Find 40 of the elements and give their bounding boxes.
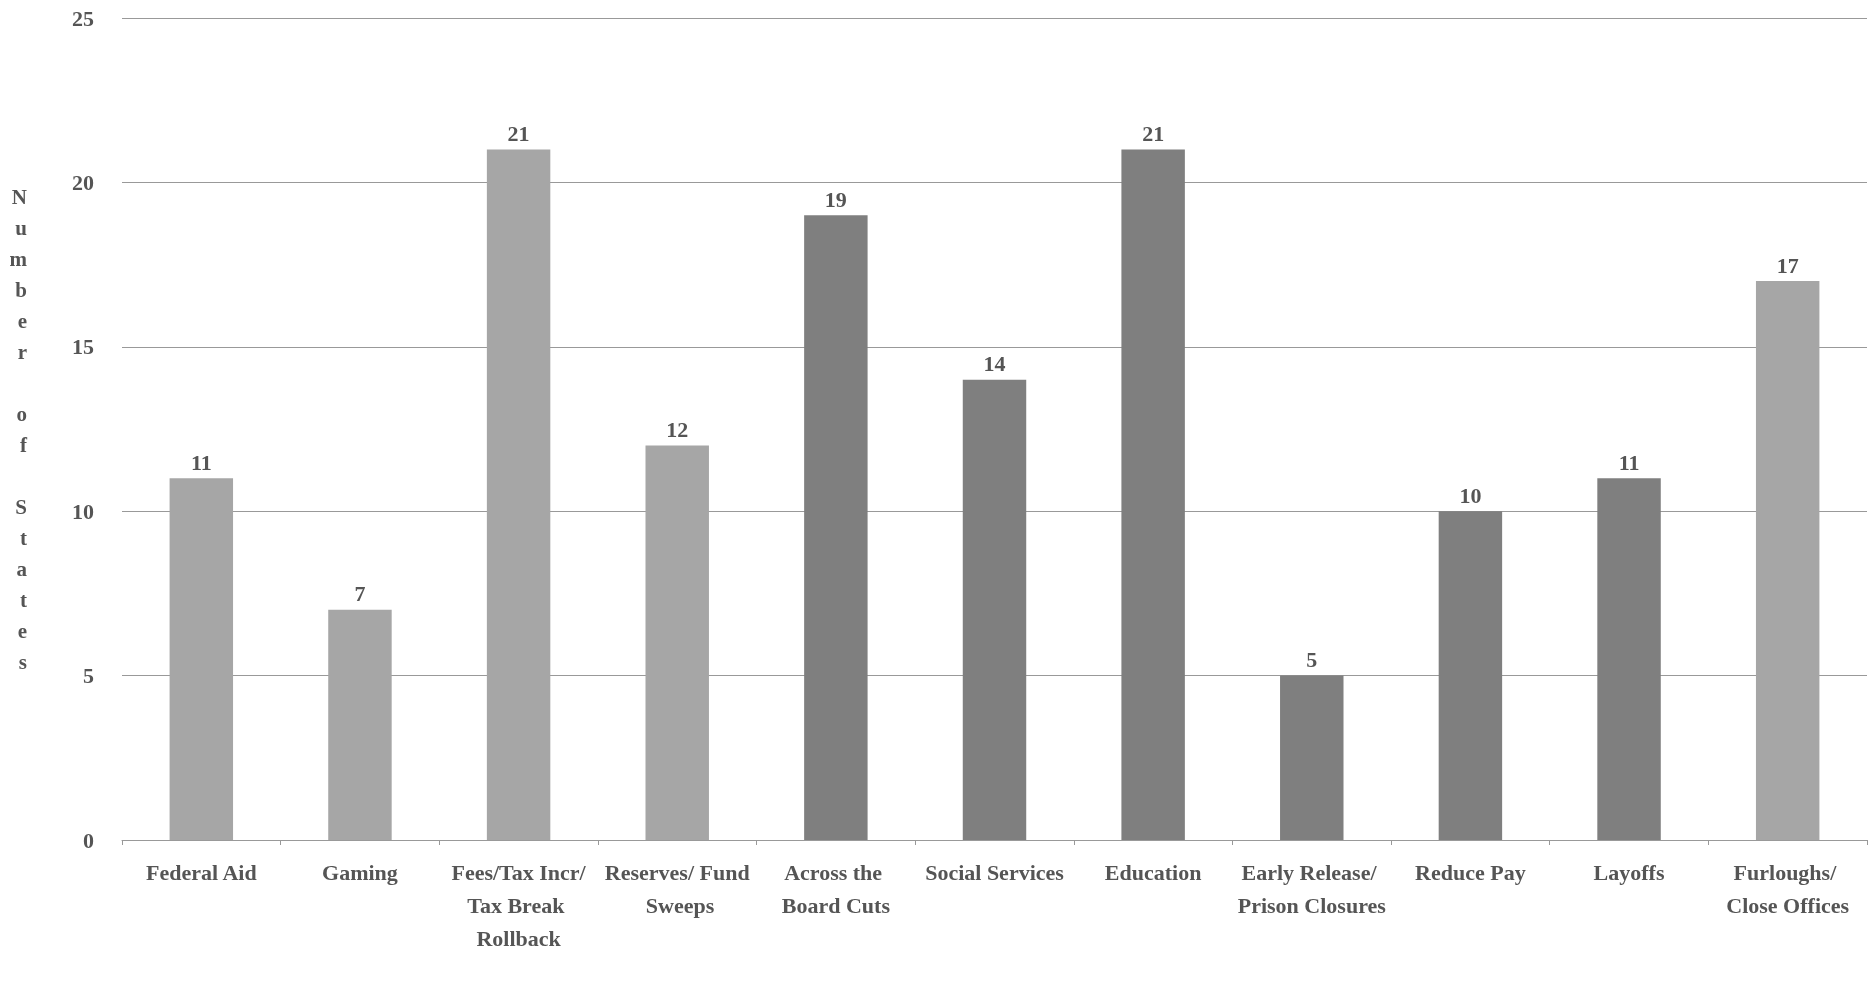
- x-tick-label: Furloughs/ Close Offices: [1726, 860, 1850, 918]
- y-tick-label: 25: [72, 5, 94, 31]
- data-label: 14: [983, 351, 1006, 377]
- x-tick-label: Education: [1104, 860, 1202, 885]
- x-tick-label: Reserves/ Fund Sweeps: [604, 860, 750, 918]
- data-label: 5: [1306, 647, 1318, 673]
- data-label: 11: [1618, 449, 1640, 475]
- y-tick-label: 15: [72, 334, 94, 360]
- bar: [1755, 281, 1820, 840]
- data-label: 10: [1459, 482, 1482, 508]
- bar: [804, 215, 868, 840]
- x-tick-label: Social Services: [925, 860, 1065, 885]
- y-tick-label: 10: [72, 498, 94, 524]
- data-label: 11: [190, 449, 212, 475]
- x-tick-label: Fees/Tax Incr/Tax Break Rollback: [451, 860, 587, 951]
- bar: [1597, 478, 1661, 840]
- data-label: 21: [507, 121, 530, 147]
- bar: [1438, 511, 1503, 840]
- bar: [962, 379, 1027, 840]
- data-label: 21: [1142, 121, 1165, 147]
- x-tick-label: Early Release/ Prison Closures: [1237, 860, 1387, 918]
- data-label: 19: [824, 186, 847, 212]
- bar: [328, 609, 392, 840]
- x-tick-label: Gaming: [322, 860, 398, 885]
- text: Number of States: [9, 184, 27, 674]
- y-tick-label: 5: [83, 663, 94, 689]
- bar: [486, 149, 551, 840]
- bar: [645, 445, 709, 840]
- x-tick-label: Across the Board Cuts: [781, 860, 891, 918]
- data-label: 7: [354, 581, 366, 607]
- bar: [1121, 149, 1185, 840]
- bar: [1280, 675, 1344, 840]
- x-tick-label: Reduce Pay: [1415, 860, 1526, 885]
- x-tick-label: Federal Aid: [146, 860, 257, 885]
- data-label: 17: [1776, 252, 1799, 278]
- data-label: 12: [666, 416, 689, 442]
- bar: [169, 478, 234, 840]
- y-tick-label: 0: [83, 827, 94, 853]
- x-tick-label: Layoffs: [1593, 860, 1665, 885]
- y-tick-label: 20: [72, 169, 94, 195]
